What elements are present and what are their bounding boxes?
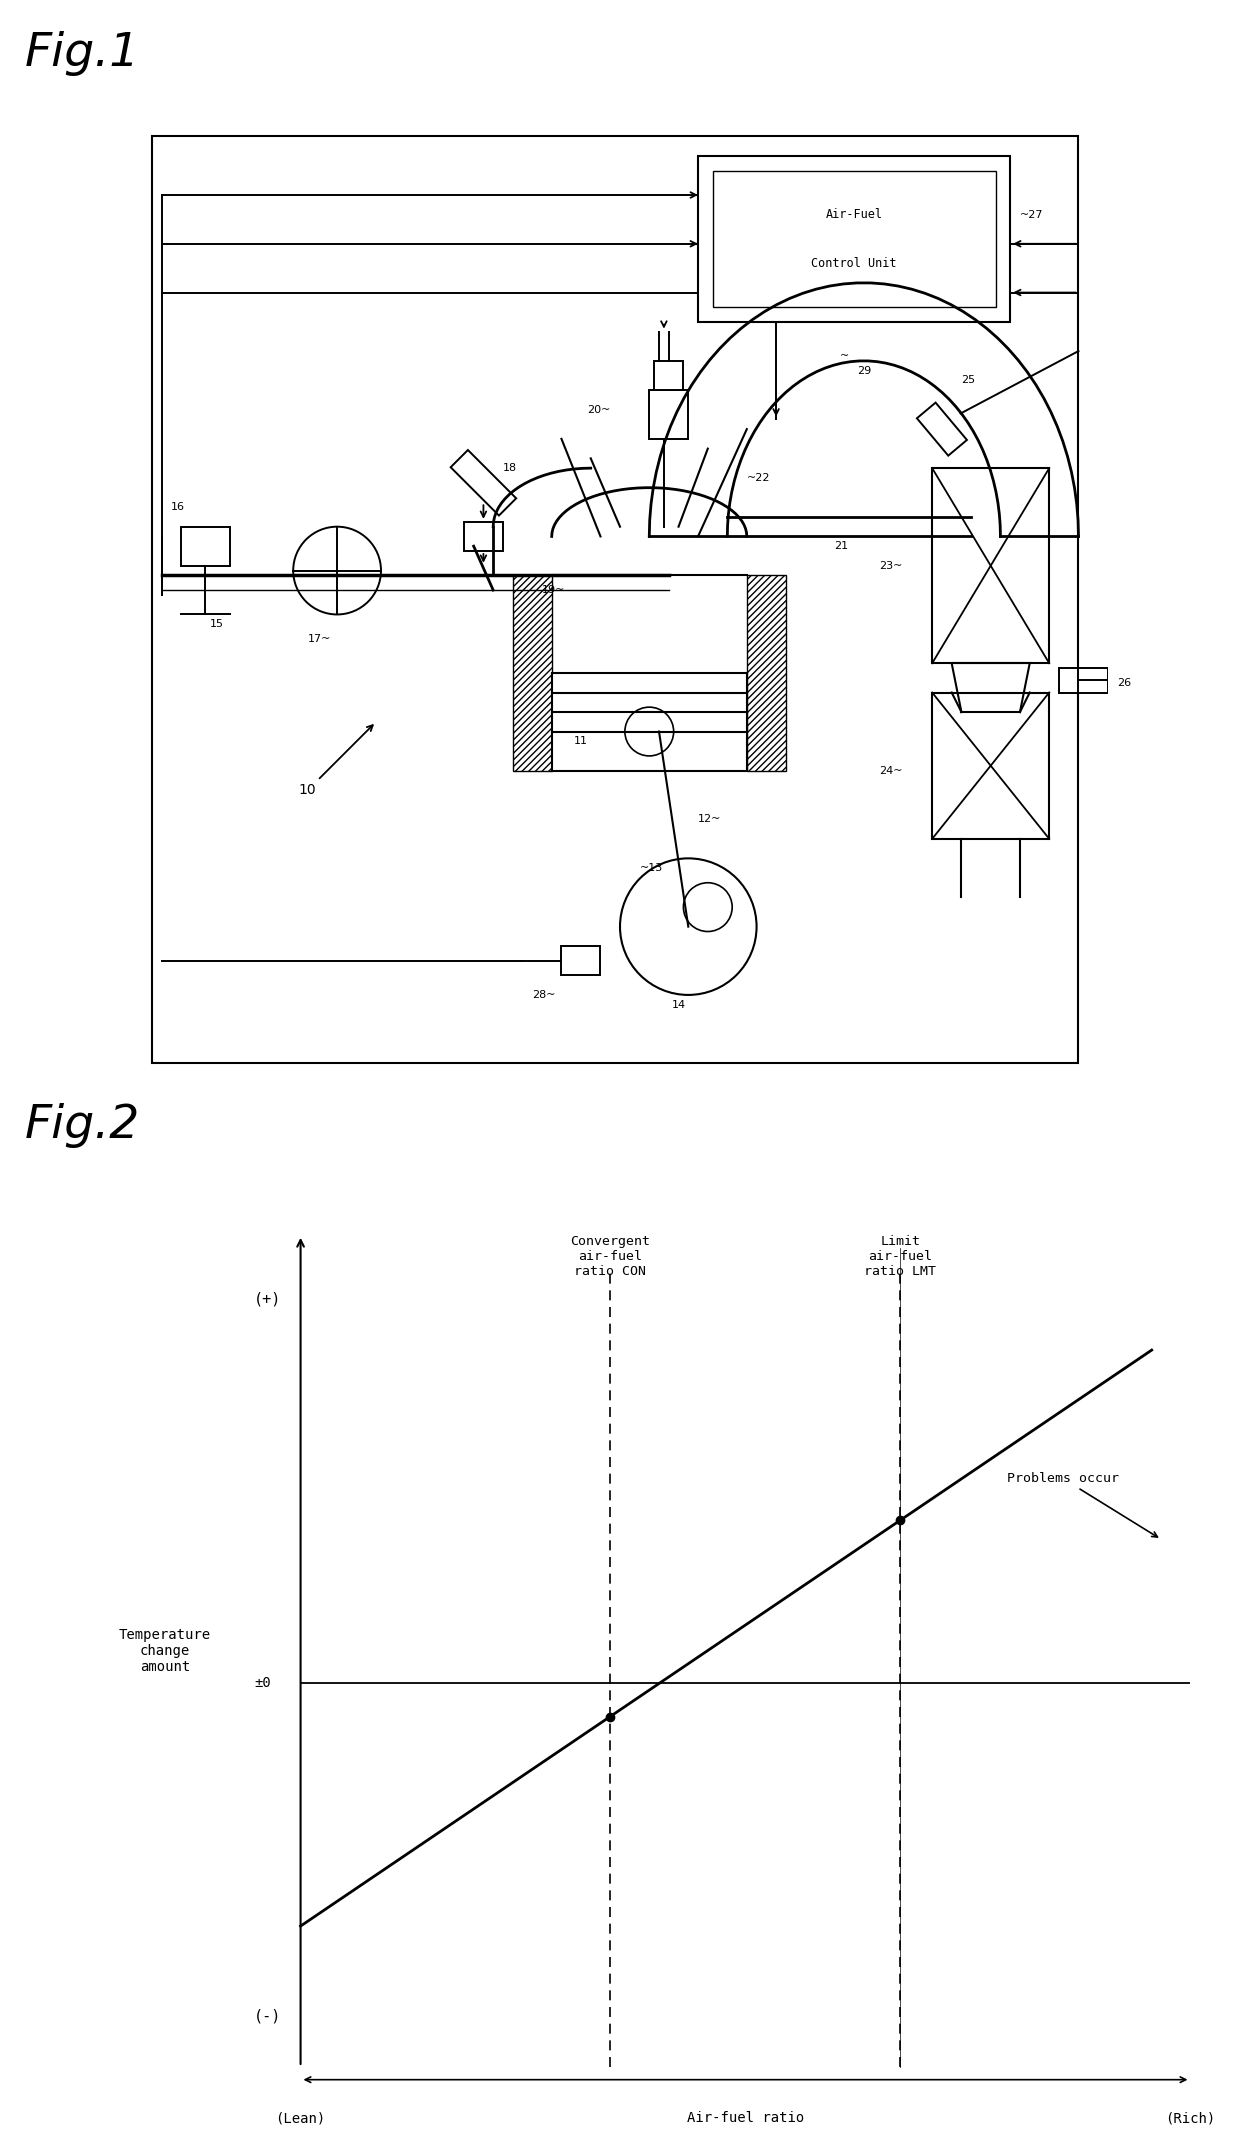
Text: Control Unit: Control Unit bbox=[811, 257, 897, 270]
Bar bbox=[655, 360, 683, 390]
Text: Fig.2: Fig.2 bbox=[25, 1104, 140, 1147]
Text: 26: 26 bbox=[1117, 678, 1132, 688]
Text: Problems occur: Problems occur bbox=[1007, 1473, 1157, 1537]
Bar bbox=[1059, 669, 1107, 693]
Text: 18: 18 bbox=[503, 463, 517, 474]
Text: 28~: 28~ bbox=[532, 991, 556, 999]
Text: 15: 15 bbox=[211, 620, 224, 628]
Text: Air-fuel ratio: Air-fuel ratio bbox=[687, 2112, 804, 2125]
Text: Limit
air-fuel
ratio LMT: Limit air-fuel ratio LMT bbox=[864, 1235, 936, 1278]
Text: 20~: 20~ bbox=[587, 405, 610, 414]
Bar bbox=[932, 693, 1049, 838]
Text: Fig.1: Fig.1 bbox=[25, 32, 140, 75]
Text: (Lean): (Lean) bbox=[275, 2112, 326, 2125]
Circle shape bbox=[625, 708, 673, 757]
Text: 29: 29 bbox=[857, 367, 870, 375]
Bar bbox=[713, 172, 996, 307]
Text: ~: ~ bbox=[839, 352, 849, 360]
Text: 24~: 24~ bbox=[879, 765, 903, 776]
Bar bbox=[650, 390, 688, 440]
Text: ~22: ~22 bbox=[746, 474, 770, 482]
Text: Air-Fuel: Air-Fuel bbox=[826, 208, 883, 221]
Bar bbox=[562, 946, 600, 976]
Circle shape bbox=[293, 527, 381, 615]
Text: (Rich): (Rich) bbox=[1166, 2112, 1215, 2125]
Text: 14: 14 bbox=[672, 999, 686, 1010]
Bar bbox=[181, 527, 229, 566]
Polygon shape bbox=[916, 403, 967, 457]
Text: ±0: ±0 bbox=[254, 1677, 272, 1689]
Bar bbox=[746, 575, 786, 770]
Bar bbox=[512, 575, 552, 770]
Text: 16: 16 bbox=[171, 502, 185, 512]
Text: 25: 25 bbox=[961, 375, 976, 386]
Text: ~13: ~13 bbox=[640, 864, 662, 873]
Bar bbox=[552, 673, 746, 770]
Bar bbox=[698, 157, 1011, 322]
Text: 19~: 19~ bbox=[542, 585, 565, 596]
Text: (-): (-) bbox=[254, 2009, 281, 2024]
Text: 12~: 12~ bbox=[698, 815, 722, 823]
Text: (+): (+) bbox=[254, 1291, 281, 1306]
Text: Temperature
change
amount: Temperature change amount bbox=[119, 1627, 211, 1674]
Circle shape bbox=[620, 858, 756, 995]
Polygon shape bbox=[900, 1248, 1190, 2067]
Bar bbox=[932, 467, 1049, 662]
Text: 23~: 23~ bbox=[879, 562, 903, 570]
Text: 11: 11 bbox=[574, 735, 588, 746]
Circle shape bbox=[683, 883, 732, 930]
Text: 10: 10 bbox=[298, 783, 316, 798]
Text: ~27: ~27 bbox=[1021, 210, 1044, 219]
Text: 17~: 17~ bbox=[308, 635, 331, 643]
Text: 21: 21 bbox=[835, 540, 848, 551]
Bar bbox=[464, 521, 503, 551]
Text: Convergent
air-fuel
ratio CON: Convergent air-fuel ratio CON bbox=[570, 1235, 650, 1278]
Polygon shape bbox=[450, 450, 516, 515]
